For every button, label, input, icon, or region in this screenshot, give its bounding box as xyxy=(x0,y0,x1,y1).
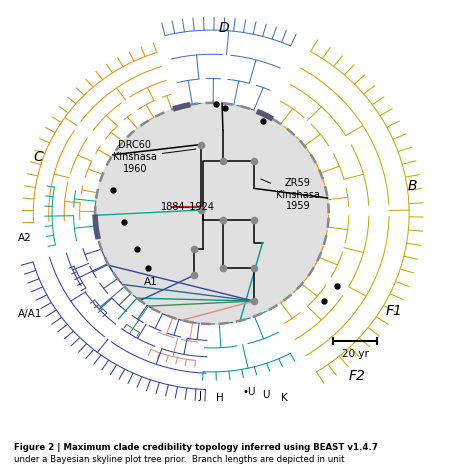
Text: DRC60
Kinshasa
1960: DRC60 Kinshasa 1960 xyxy=(113,140,196,174)
Text: J: J xyxy=(199,391,202,401)
Text: U: U xyxy=(263,390,270,400)
Text: C: C xyxy=(34,150,43,164)
Text: F2: F2 xyxy=(348,369,365,383)
Text: K: K xyxy=(281,393,288,403)
Text: F1: F1 xyxy=(386,304,403,318)
Text: •U: •U xyxy=(243,387,256,397)
Text: A/A1: A/A1 xyxy=(18,309,42,318)
Text: D: D xyxy=(218,21,229,35)
Text: H: H xyxy=(216,393,224,403)
Text: Figure 2 | Maximum clade credibility topology inferred using BEAST v1.4.7: Figure 2 | Maximum clade credibility top… xyxy=(14,443,378,452)
Text: ZR59
Kinshasa
1959: ZR59 Kinshasa 1959 xyxy=(261,178,320,211)
Text: 1884–1924: 1884–1924 xyxy=(161,202,215,212)
Text: under a Bayesian skyline plot tree prior.  Branch lengths are depicted in unit: under a Bayesian skyline plot tree prior… xyxy=(14,455,344,464)
Text: 20 yr: 20 yr xyxy=(341,349,369,359)
Text: B: B xyxy=(408,179,417,193)
Text: A1: A1 xyxy=(144,277,157,287)
Circle shape xyxy=(95,103,329,324)
Text: A2: A2 xyxy=(18,234,32,243)
